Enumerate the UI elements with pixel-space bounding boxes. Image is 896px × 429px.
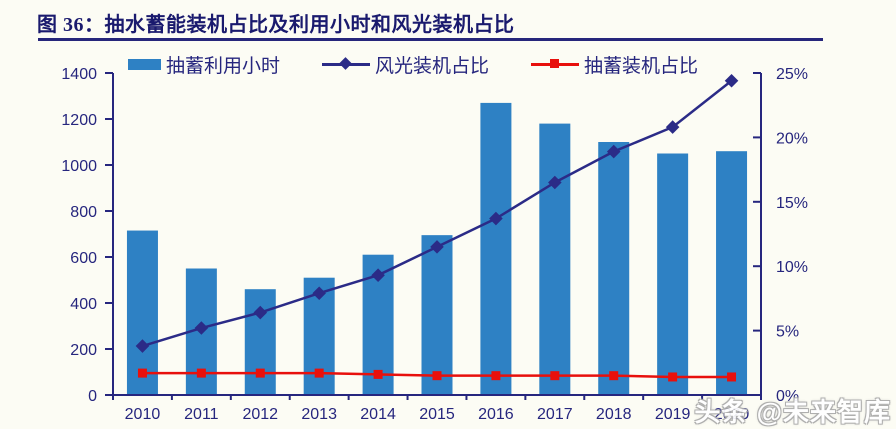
bar-2017 [539, 123, 571, 395]
storage-share-marker-2016 [491, 371, 501, 381]
wind-solar-share-marker-2015 [430, 240, 444, 254]
storage-share-marker-2012 [255, 368, 265, 378]
bar-2012 [244, 289, 276, 395]
bar-2019 [657, 153, 689, 395]
left-tick-label: 0 [88, 388, 97, 405]
x-tick-label: 2013 [301, 406, 337, 423]
left-tick-label: 1200 [61, 112, 97, 129]
legend-item-pumped-storage-share: 抽蓄装机占比 [531, 51, 698, 78]
storage-share-marker-2010 [137, 368, 147, 378]
wind-solar-share-marker-2016 [489, 211, 503, 226]
x-tick-label: 2019 [655, 406, 691, 423]
bar-2015 [421, 235, 453, 395]
storage-share-marker-2019 [668, 372, 678, 382]
left-tick-label: 400 [70, 296, 97, 313]
storage-share-marker-2018 [609, 371, 619, 381]
x-tick-label: 2014 [360, 406, 396, 423]
square-line-swatch-icon [531, 58, 580, 70]
x-tick-label: 2018 [596, 406, 632, 423]
left-tick-label: 800 [70, 204, 97, 221]
chart-title: 图 36：抽水蓄能装机占比及利用小时和风光装机占比 [37, 14, 515, 36]
x-tick-label: 2010 [125, 406, 161, 423]
right-tick-label: 15% [776, 195, 808, 212]
x-tick-label: 2015 [419, 406, 455, 423]
wind-solar-share-marker-2017 [548, 175, 562, 190]
legend: 抽蓄利用小时 风光装机占比 抽蓄装机占比 [128, 51, 698, 78]
right-tick-label: 25% [776, 66, 808, 83]
storage-share-marker-2011 [196, 368, 206, 378]
storage-share-marker-2014 [373, 369, 383, 379]
wind-solar-share-marker-2020 [724, 73, 739, 88]
x-tick-label: 2020 [714, 406, 750, 423]
bar-2020 [716, 151, 748, 395]
x-tick-label: 2011 [184, 406, 219, 423]
right-tick-label: 20% [776, 130, 808, 147]
legend-label: 抽蓄利用小时 [166, 55, 281, 77]
storage-share-marker-2013 [314, 368, 324, 378]
legend-label: 风光装机占比 [375, 55, 490, 77]
wind-solar-share-marker-2014 [371, 268, 385, 283]
wind-solar-share-marker-2011 [194, 321, 209, 335]
x-tick-label: 2016 [478, 406, 514, 423]
right-tick-label: 5% [776, 324, 799, 341]
title-underline [38, 38, 823, 41]
legend-item-wind-solar-share: 风光装机占比 [322, 51, 489, 78]
right-tick-label: 10% [776, 259, 808, 276]
left-tick-label: 600 [70, 250, 97, 267]
storage-share-marker-2020 [727, 372, 737, 382]
storage-share-marker-2017 [550, 371, 560, 381]
bar-2010 [126, 230, 158, 395]
legend-label: 抽蓄装机占比 [584, 55, 699, 77]
wind-solar-share-marker-2010 [135, 339, 150, 353]
bar-2018 [598, 142, 630, 395]
diamond-line-swatch-icon [322, 57, 371, 70]
watermark: 头条 @未来智库 [694, 397, 891, 427]
left-tick-label: 1000 [61, 158, 97, 175]
bar-swatch-icon [128, 58, 161, 70]
wind-solar-share-marker-2013 [312, 286, 326, 301]
left-tick-label: 200 [70, 342, 97, 359]
x-tick-label: 2017 [537, 406, 573, 423]
wind-solar-share-marker-2018 [606, 144, 621, 159]
right-tick-label: 0% [776, 388, 799, 405]
legend-item-utilization-hours: 抽蓄利用小时 [128, 51, 280, 78]
x-tick-label: 2012 [242, 406, 278, 423]
bar-2016 [480, 102, 512, 396]
left-tick-label: 1400 [61, 66, 97, 83]
storage-share-marker-2015 [432, 371, 442, 381]
square-icon [550, 59, 560, 68]
